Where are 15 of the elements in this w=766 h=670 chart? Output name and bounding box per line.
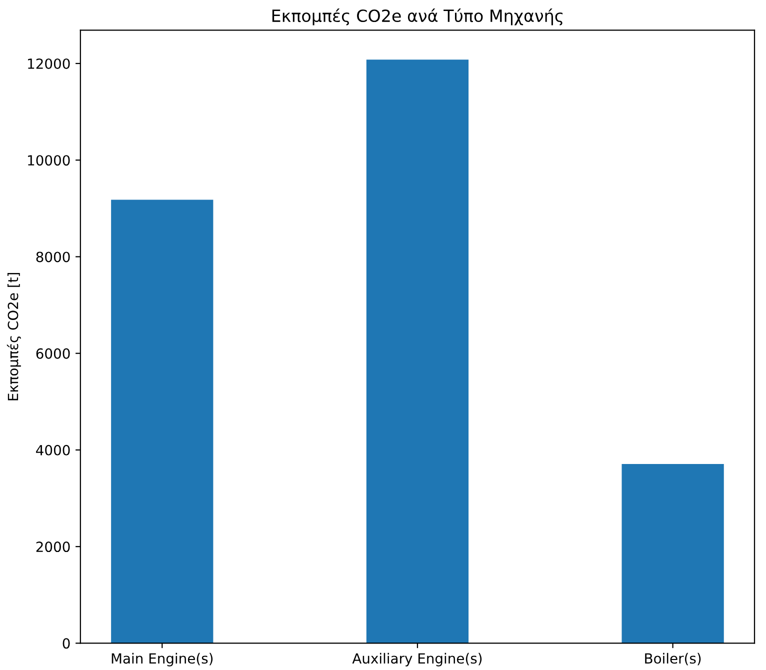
y-tick-label: 6000	[36, 348, 70, 359]
y-tick-label: 8000	[36, 252, 70, 262]
x-tick-label: Main Engine(s)	[112, 652, 213, 666]
bar	[111, 200, 214, 644]
chart-title: Εκπομπές CO2e ανά Τύπο Μηχανής	[272, 8, 562, 26]
y-axis-title: Εκπομπές CO2e [t]	[6, 272, 21, 400]
bar	[366, 60, 469, 644]
y-tick-label: 12000	[28, 58, 70, 69]
bar	[622, 464, 724, 644]
y-tick-label: 2000	[36, 542, 70, 552]
y-tick-label: 0	[62, 638, 70, 649]
y-tick-label: 10000	[28, 155, 70, 166]
x-tick-label: Boiler(s)	[645, 652, 701, 666]
x-tick-label: Auxiliary Engine(s)	[352, 652, 482, 666]
y-tick-label: 4000	[36, 444, 70, 456]
